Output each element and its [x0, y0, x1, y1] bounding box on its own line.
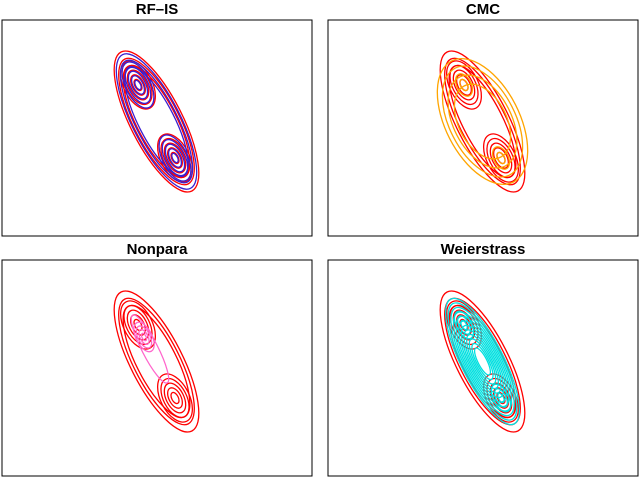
- contour: [124, 66, 189, 177]
- contour: [496, 151, 506, 165]
- panel-frame: [1, 259, 313, 477]
- contour: [167, 147, 183, 169]
- contour: [471, 342, 494, 381]
- contour: [113, 50, 200, 193]
- contour: [113, 290, 200, 433]
- contour: [447, 302, 518, 421]
- contour: [489, 142, 513, 174]
- contour: [164, 143, 186, 173]
- contour: [118, 297, 195, 426]
- contour: [493, 147, 509, 169]
- contour: [490, 383, 512, 413]
- contour: [130, 74, 146, 96]
- contour: [453, 83, 512, 160]
- contour: [468, 338, 497, 385]
- contour: [167, 148, 183, 168]
- contour: [170, 391, 180, 405]
- panel: [1, 19, 313, 237]
- contour: [130, 75, 146, 95]
- contour: [452, 69, 476, 101]
- contour: [126, 309, 150, 341]
- contour: [497, 392, 505, 404]
- contour: [439, 290, 526, 433]
- contour: [119, 59, 194, 184]
- contour: [491, 146, 511, 170]
- contour: [133, 78, 143, 92]
- contour: [124, 65, 152, 105]
- panel-frame: [327, 19, 639, 237]
- contour: [459, 78, 469, 92]
- contour: [163, 142, 187, 174]
- panel-title: Weierstrass: [441, 241, 526, 258]
- contour: [163, 382, 187, 414]
- contour: [493, 388, 509, 408]
- contour: [463, 329, 502, 394]
- contour: [460, 319, 468, 331]
- contour: [450, 306, 515, 417]
- contour: [436, 57, 529, 186]
- contour: [456, 315, 472, 335]
- contour: [161, 138, 189, 178]
- contour: [444, 57, 521, 186]
- contour: [118, 57, 195, 186]
- contour: [126, 69, 150, 101]
- panel-title: Nonpara: [127, 241, 189, 258]
- contour: [452, 311, 513, 412]
- contour: [454, 73, 474, 97]
- panel-title: RF–IS: [136, 1, 179, 18]
- contour: [170, 151, 180, 165]
- contour: [127, 70, 149, 100]
- contour: [439, 50, 526, 193]
- contour: [130, 314, 170, 384]
- contour: [140, 332, 148, 342]
- panel-frame: [327, 259, 639, 477]
- panel: [327, 259, 639, 477]
- contour: [447, 74, 518, 169]
- contour: [473, 347, 492, 376]
- contour: [458, 320, 507, 403]
- contour: [115, 53, 198, 190]
- panel: [1, 259, 313, 477]
- contour: [167, 387, 183, 409]
- contour: [448, 64, 517, 179]
- contour: [122, 64, 191, 179]
- contour: [455, 315, 510, 408]
- panel: [327, 19, 639, 237]
- contour: [135, 325, 153, 349]
- panel-title: CMC: [466, 1, 500, 18]
- contour: [441, 65, 524, 178]
- contour: [444, 297, 521, 426]
- contour: [122, 304, 191, 419]
- contour: [453, 310, 475, 340]
- contour: [456, 74, 472, 96]
- panel-frame: [1, 19, 313, 237]
- contour: [134, 79, 142, 91]
- contour: [466, 333, 499, 390]
- contour: [138, 328, 150, 346]
- contour: [171, 152, 179, 164]
- contour: [460, 324, 505, 399]
